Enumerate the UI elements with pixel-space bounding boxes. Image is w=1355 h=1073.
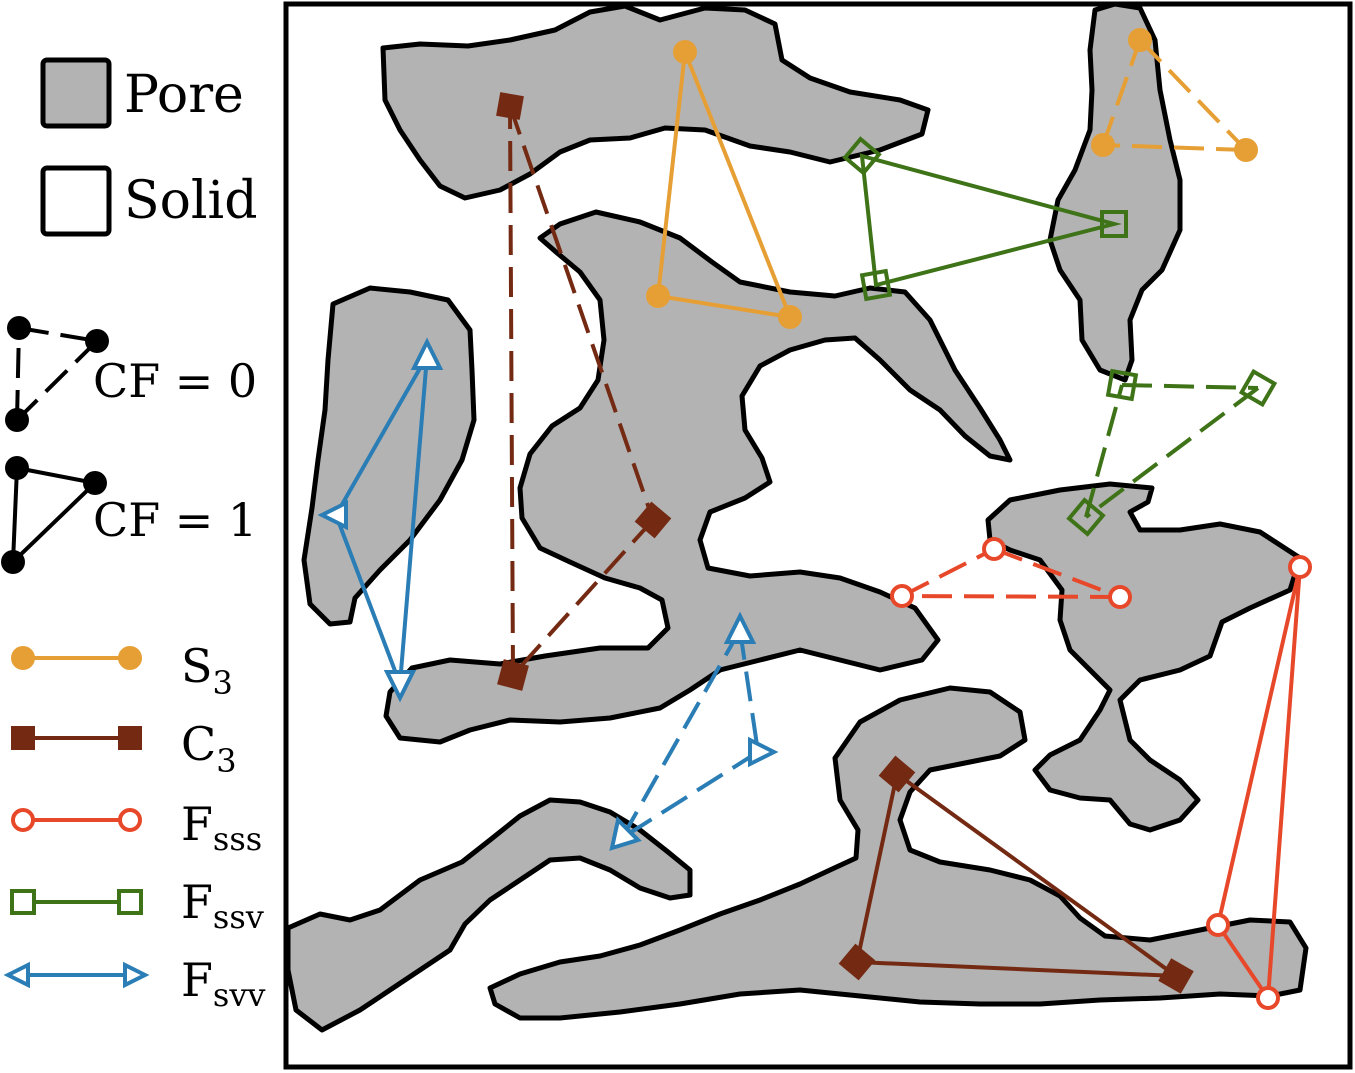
- legend-c3: C3: [11, 717, 237, 780]
- fsss-triangle-dashed: [901, 547, 1121, 599]
- solid-legend-swatch: [40, 165, 112, 237]
- cf1-triangle-icon: [10, 465, 100, 567]
- legend-fsss: Fsss: [11, 797, 262, 858]
- domain-border: [283, 1, 1353, 1070]
- cf0-triangle-icon: [15, 326, 99, 422]
- pore-region-top-right: [1047, 1, 1183, 383]
- s3-triangle-top: [646, 40, 802, 329]
- pore-region-right: [985, 481, 1303, 833]
- legend-fsss-label: Fsss: [181, 797, 262, 858]
- pore-region-bottom-right: [487, 685, 1309, 1021]
- legend-c3-label: C3: [181, 717, 237, 780]
- fssv-triangle-solid: [842, 136, 1128, 302]
- fssv-triangle-dashed: [1084, 383, 1260, 519]
- c3-triangle-dashed: [508, 105, 655, 677]
- pore-legend-label: Pore: [124, 65, 244, 125]
- pore-region-center: [383, 209, 1013, 745]
- cf0-label: CF = 0: [93, 354, 257, 408]
- cf1-label: CF = 1: [93, 493, 257, 547]
- pore-region-bottom-left: [285, 797, 693, 1033]
- legend-fssv: Fssv: [10, 875, 264, 936]
- solid-legend-label: Solid: [124, 171, 257, 231]
- legend-fsvv-label: Fsvv: [181, 953, 266, 1014]
- s3-triangle-right: [1101, 38, 1248, 152]
- pore-region-top: [380, 3, 931, 201]
- pore-domain: [283, 1, 1353, 1070]
- legend-fsvv: Fsvv: [3, 953, 266, 1014]
- fsvv-triangle-dashed: [620, 629, 760, 840]
- legend-s3: S3: [11, 639, 233, 702]
- fsvv-triangle-solid: [317, 337, 444, 703]
- pore-legend-swatch: [40, 57, 112, 129]
- legend: Pore Solid CF = 0 CF = 1 S3: [1, 57, 266, 1014]
- fsss-triangle-solid: [1206, 555, 1312, 1010]
- legend-s3-label: S3: [181, 639, 233, 702]
- legend-fssv-label: Fssv: [181, 875, 264, 936]
- c3-triangle-solid: [838, 755, 1194, 994]
